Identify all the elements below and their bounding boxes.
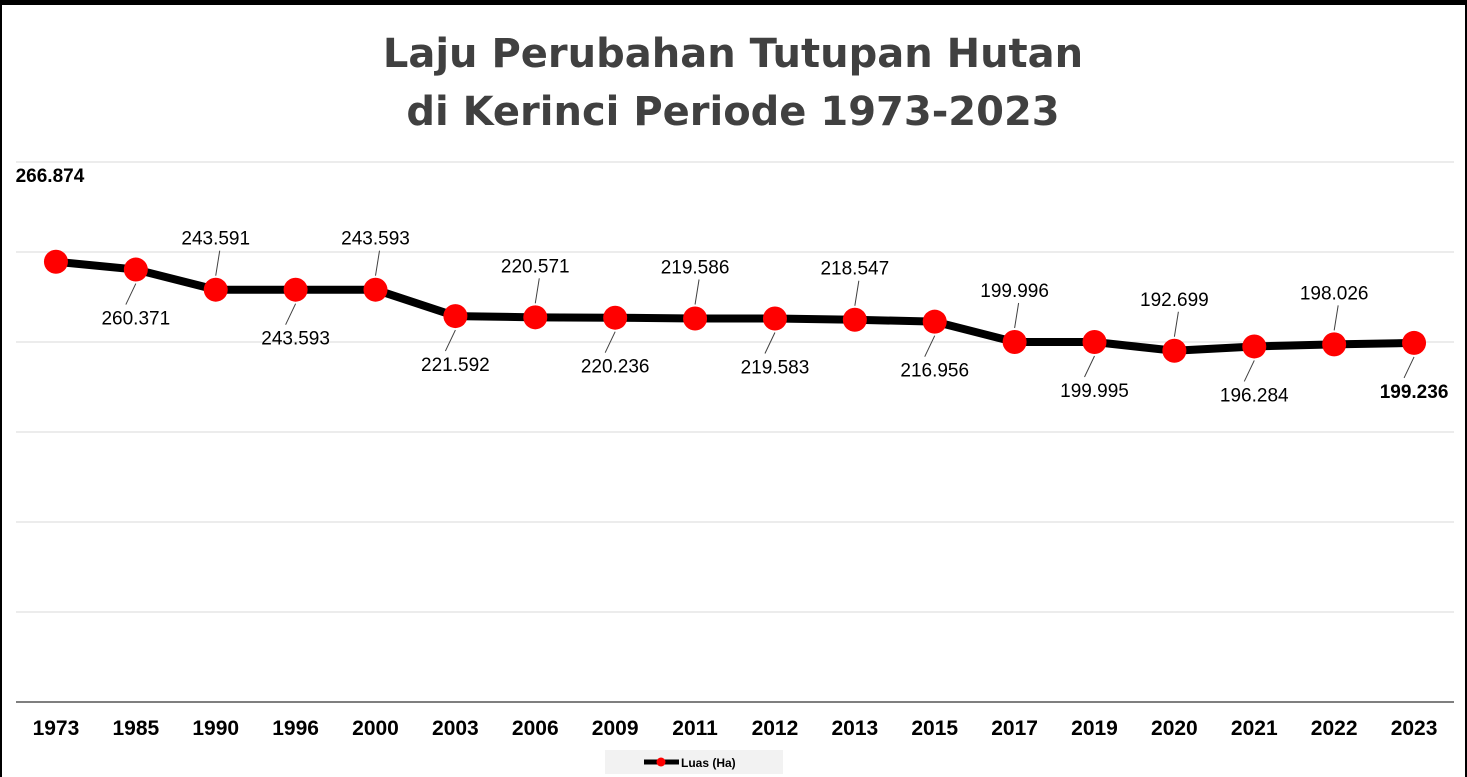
x-tick-2021: 2021 [1231, 717, 1278, 740]
x-tick-2006: 2006 [512, 717, 559, 740]
data-point-2013 [842, 307, 867, 332]
x-tick-2009: 2009 [592, 717, 639, 740]
data-point-2023 [1402, 330, 1427, 355]
data-point-1990 [203, 277, 228, 302]
data-point-2017 [1002, 330, 1027, 355]
data-point-2000 [363, 277, 388, 302]
x-tick-2013: 2013 [831, 717, 878, 740]
chart-frame: Laju Perubahan Tutupan Hutan di Kerinci … [2, 5, 1465, 777]
data-label-2006: 220.571 [501, 256, 570, 277]
data-label-2021: 196.284 [1220, 385, 1289, 406]
data-point-2009 [603, 305, 628, 330]
label-leader-2017 [1014, 302, 1020, 329]
label-leader-2009 [604, 331, 616, 353]
label-leader-2020 [1173, 311, 1179, 337]
data-label-2000: 243.593 [341, 229, 410, 250]
label-leader-2012 [764, 332, 776, 354]
x-tick-2022: 2022 [1311, 717, 1358, 740]
label-leader-1990 [215, 250, 221, 276]
data-label-2012: 219.583 [741, 358, 810, 379]
data-label-2022: 198.026 [1300, 283, 1369, 304]
legend-label: Luas (Ha) [681, 756, 736, 770]
x-tick-2023: 2023 [1391, 717, 1438, 740]
data-point-2020 [1162, 338, 1187, 363]
data-point-2011 [683, 306, 708, 331]
data-labels: 266.874 260.371 243.591 243.593 243.593 221.5… [16, 166, 1449, 406]
x-tick-2003: 2003 [432, 717, 479, 740]
x-tick-1996: 1996 [272, 717, 319, 740]
x-tick-1990: 1990 [192, 717, 239, 740]
label-leader-2013 [854, 280, 860, 306]
data-label-1985: 260.371 [101, 309, 170, 330]
label-leader-1996 [285, 303, 297, 325]
x-tick-2015: 2015 [911, 717, 958, 740]
data-label-2019: 199.995 [1060, 381, 1129, 402]
data-label-2023: 199.236 [1380, 382, 1449, 403]
x-tick-1973: 1973 [33, 717, 80, 740]
label-leader-2022 [1333, 305, 1339, 331]
gridlines [16, 161, 1454, 703]
line-chart: Laju Perubahan Tutupan Hutan di Kerinci … [16, 31, 1454, 774]
data-label-2015: 216.956 [900, 361, 969, 382]
data-point-1996 [283, 277, 308, 302]
series-line [51, 257, 1419, 355]
data-label-2020: 192.699 [1140, 290, 1209, 311]
x-tick-2011: 2011 [672, 717, 718, 740]
data-point-2012 [762, 306, 787, 331]
label-leader-2019 [1084, 355, 1095, 378]
data-label-1996: 243.593 [261, 329, 330, 350]
x-tick-2020: 2020 [1151, 717, 1198, 740]
x-tick-2012: 2012 [752, 717, 799, 740]
data-label-2009: 220.236 [581, 357, 650, 378]
label-leader-2000 [375, 250, 380, 276]
data-point-1985 [123, 257, 148, 282]
series-luas [43, 249, 1427, 363]
data-point-2021 [1242, 334, 1267, 359]
data-point-2006 [523, 305, 548, 330]
data-label-1973: 266.874 [16, 166, 85, 187]
data-label-2003: 221.592 [421, 355, 490, 376]
label-leader-2021 [1243, 360, 1255, 382]
data-point-2003 [443, 304, 468, 329]
data-point-2019 [1082, 330, 1107, 355]
legend-marker-swatch [656, 757, 666, 767]
x-tick-2017: 2017 [991, 717, 1038, 740]
legend: Luas (Ha) [605, 750, 783, 774]
label-leader-2023 [1403, 356, 1415, 379]
x-tick-1985: 1985 [112, 717, 159, 740]
label-leader-2015 [924, 335, 936, 357]
data-label-1990: 243.591 [181, 229, 250, 250]
data-point-2015 [922, 309, 947, 334]
label-leader-2011 [694, 279, 700, 305]
chart-title-line-1: Laju Perubahan Tutupan Hutan [383, 31, 1083, 77]
data-label-2013: 218.547 [820, 259, 889, 280]
label-leader-1985 [125, 283, 137, 305]
chart-title-line-2: di Kerinci Periode 1973-2023 [406, 89, 1059, 135]
data-point-2022 [1322, 332, 1347, 357]
data-label-2017: 199.996 [980, 281, 1049, 302]
label-leader-2006 [534, 278, 540, 304]
x-tick-2019: 2019 [1071, 717, 1118, 740]
legend-box [605, 750, 783, 774]
x-tick-2000: 2000 [352, 717, 399, 740]
x-axis-tick-labels: 1973 1985 1990 1996 2000 2003 2006 2009 2011 2012… [33, 717, 1438, 740]
data-label-2011: 219.586 [661, 257, 730, 278]
label-leader-2003 [444, 329, 456, 352]
data-point-1973 [43, 249, 68, 274]
